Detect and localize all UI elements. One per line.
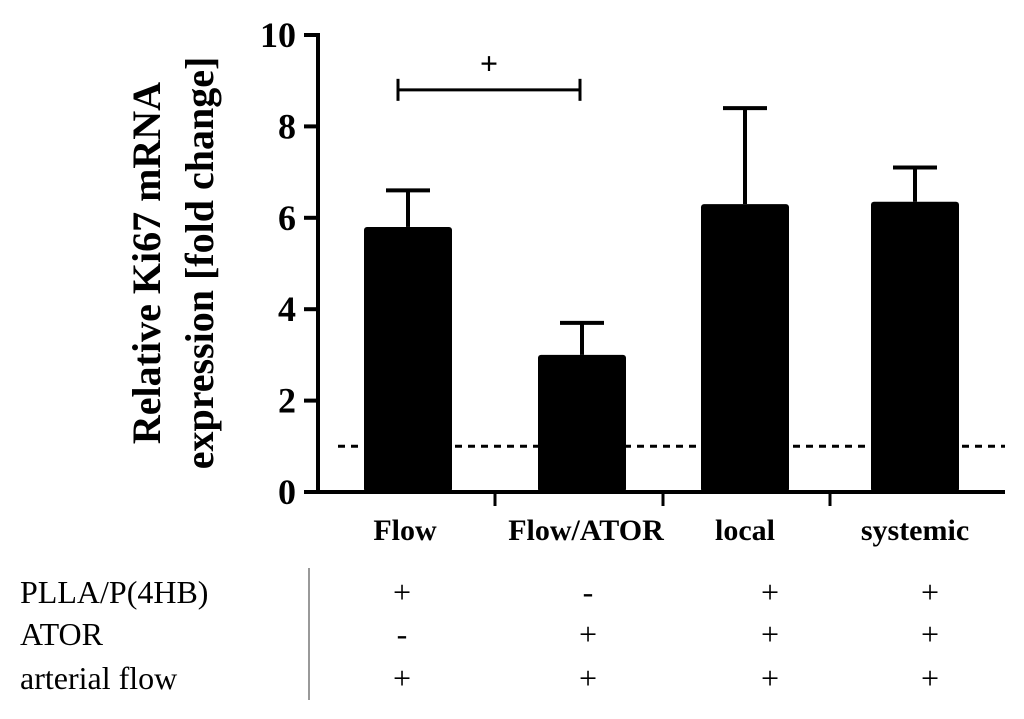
y-tick-label: 4 bbox=[278, 289, 296, 329]
y-axis-label: Relative Ki67 mRNA expression [fold chan… bbox=[124, 57, 222, 470]
bars bbox=[364, 106, 959, 492]
y-tick-label: 6 bbox=[278, 198, 296, 238]
condition-value: + bbox=[393, 660, 411, 696]
condition-value: + bbox=[761, 660, 779, 696]
y-axis-label-line2: expression [fold change] bbox=[177, 57, 222, 470]
y-tick-label: 10 bbox=[260, 15, 296, 55]
y-tick-label: 8 bbox=[278, 106, 296, 146]
x-tick-label: systemic bbox=[861, 514, 969, 547]
condition-value: + bbox=[761, 616, 779, 652]
condition-value: + bbox=[921, 574, 939, 610]
condition-value: + bbox=[393, 574, 411, 610]
significance-annotation: + bbox=[396, 45, 582, 101]
bar bbox=[364, 226, 452, 492]
condition-value: - bbox=[397, 616, 408, 652]
condition-value: + bbox=[579, 616, 597, 652]
condition-value: + bbox=[921, 616, 939, 652]
condition-value: + bbox=[921, 660, 939, 696]
x-tick-label: local bbox=[715, 514, 775, 547]
condition-value: + bbox=[579, 660, 597, 696]
bar bbox=[538, 354, 626, 492]
bar bbox=[701, 204, 789, 492]
condition-row-label: PLLA/P(4HB) bbox=[20, 574, 208, 610]
significance-symbol: + bbox=[480, 45, 498, 81]
condition-row-label: arterial flow bbox=[20, 660, 177, 696]
y-tick-label: 0 bbox=[278, 472, 296, 512]
conditions-table: PLLA/P(4HB) + - + + ATOR - + + + arterial flow + + + + bbox=[20, 568, 939, 700]
y-tick-label: 2 bbox=[278, 381, 296, 421]
y-axis-label-line1: Relative Ki67 mRNA bbox=[124, 82, 169, 444]
condition-row-label: ATOR bbox=[20, 616, 104, 652]
x-tick-labels: Flow Flow/ATOR local systemic bbox=[373, 514, 969, 547]
x-tick-label: Flow bbox=[373, 514, 437, 547]
bar bbox=[871, 201, 959, 492]
condition-value: + bbox=[761, 574, 779, 610]
x-tick-label: Flow/ATOR bbox=[508, 514, 664, 547]
condition-value: - bbox=[583, 574, 594, 610]
